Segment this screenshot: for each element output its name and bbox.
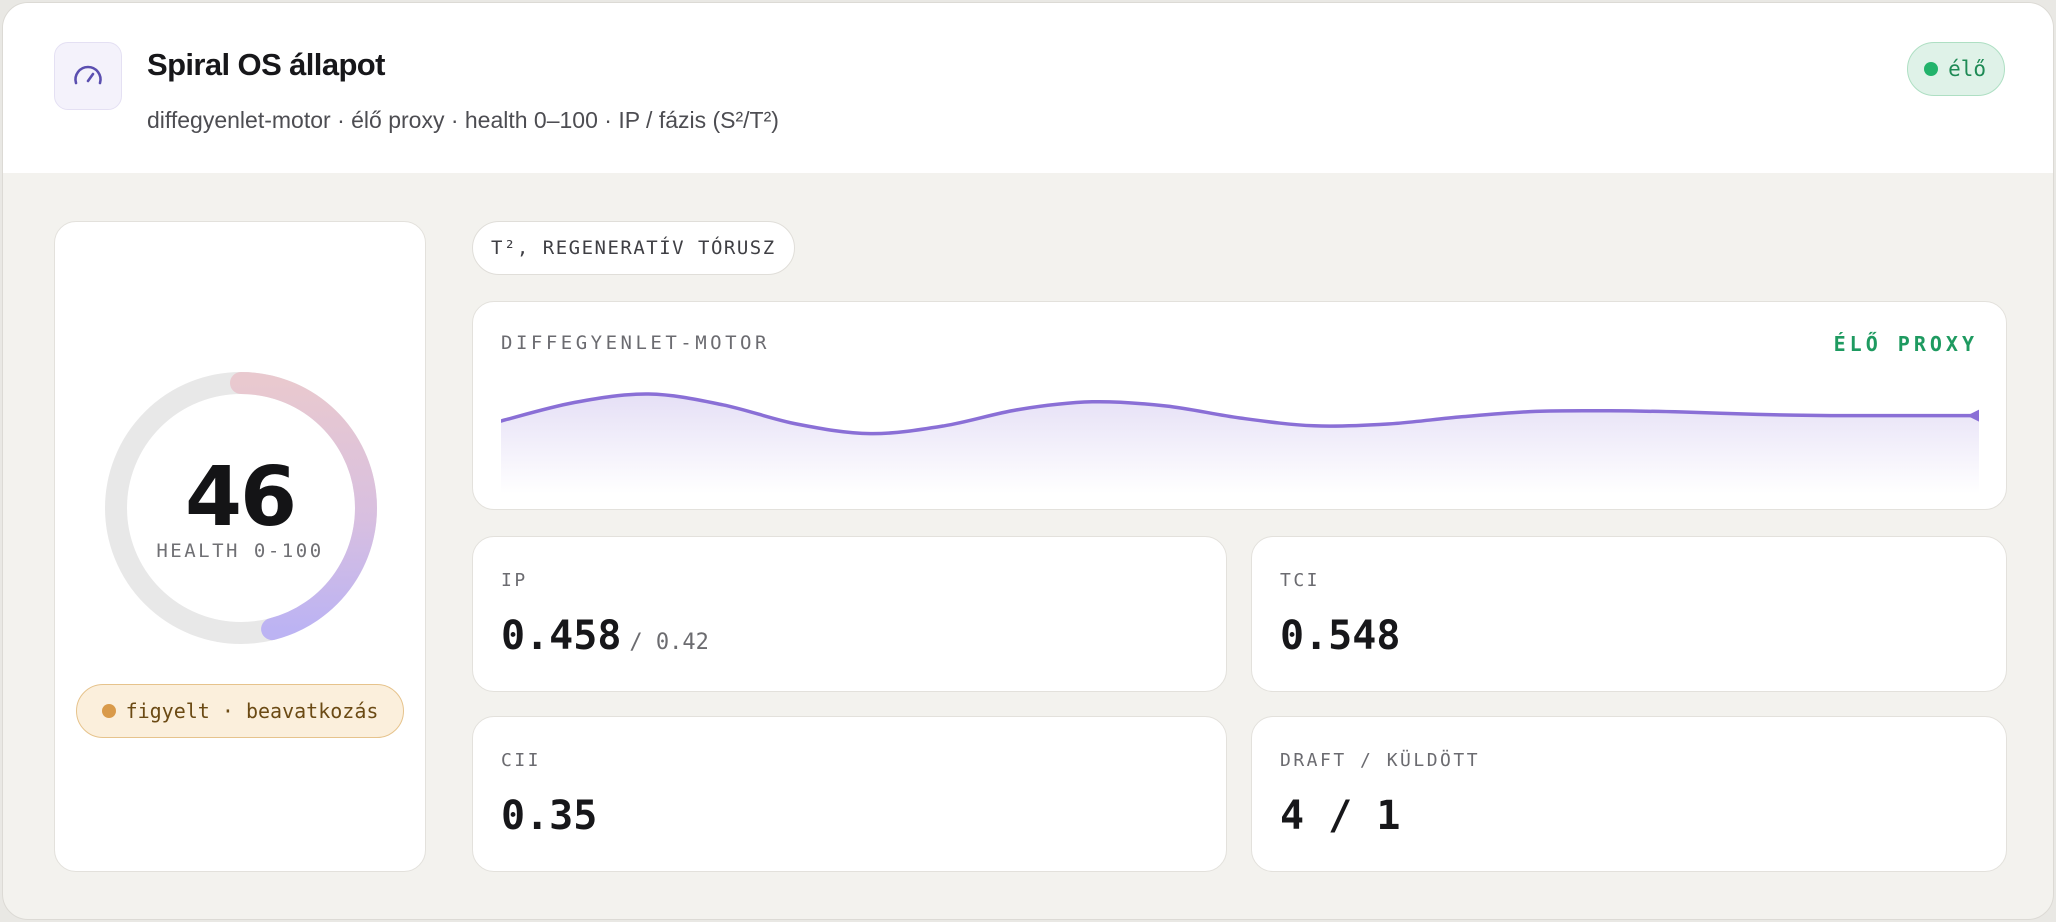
live-status-badge: élő — [1907, 42, 2005, 96]
warning-dot-icon — [101, 704, 116, 718]
health-gauge-card: 46 HEALTH 0-100 figyelt · beavatkozás — [54, 221, 426, 872]
engine-wave-chart — [501, 392, 1979, 494]
metric-card-tci: TCI 0.548 — [1251, 536, 2007, 692]
metric-value-ip-number: 0.458 — [501, 613, 622, 659]
state-badge: figyelt · beavatkozás — [76, 684, 404, 738]
metric-card-ip: IP 0.458 / 0.42 — [472, 536, 1227, 692]
health-value: 46 — [184, 450, 297, 545]
header: Spiral OS állapot diffegyenlet-motor · é… — [3, 3, 2053, 173]
topology-tag: T², REGENERATÍV TÓRUSZ — [472, 221, 795, 275]
page-title: Spiral OS állapot — [147, 47, 385, 82]
state-badge-label: figyelt · beavatkozás — [125, 699, 379, 723]
metric-value-cii: 0.35 — [501, 793, 598, 839]
engine-chart-card: DIFFEGYENLET-MOTOR ÉLŐ PROXY — [472, 301, 2007, 510]
metric-value-tci: 0.548 — [1280, 613, 1401, 659]
health-label: HEALTH 0-100 — [156, 540, 324, 562]
metric-card-draft: DRAFT / KÜLDÖTT 4 / 1 — [1251, 716, 2007, 872]
chart-title: DIFFEGYENLET-MOTOR — [501, 332, 770, 354]
metric-label-tci: TCI — [1280, 570, 1321, 591]
metric-label-draft: DRAFT / KÜLDÖTT — [1280, 750, 1481, 771]
metric-value-draft: 4 / 1 — [1280, 793, 1401, 839]
gauge-arc — [230, 372, 377, 641]
metric-value-ip: 0.458 / 0.42 — [501, 613, 709, 659]
wave-area — [501, 393, 1979, 494]
chart-proxy-label: ÉLŐ PROXY — [1833, 332, 1978, 356]
live-dot-icon — [1924, 62, 1939, 76]
live-badge-label: élő — [1948, 57, 1986, 81]
health-gauge — [105, 372, 377, 644]
metric-label-ip: IP — [501, 570, 528, 591]
wave-line — [501, 392, 1979, 436]
metric-target-ip: / 0.42 — [629, 630, 709, 655]
page-subtitle: diffegyenlet-motor · élő proxy · health … — [147, 107, 779, 133]
metric-label-cii: CII — [501, 750, 542, 771]
wave-end-marker — [1967, 409, 1979, 422]
gauge-icon — [54, 42, 122, 110]
metric-card-cii: CII 0.35 — [472, 716, 1227, 872]
